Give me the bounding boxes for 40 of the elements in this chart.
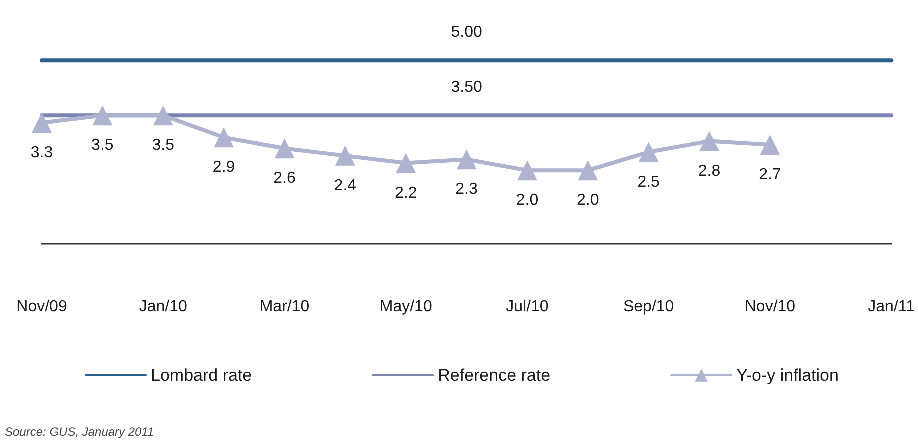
data-label: 5.00 — [451, 24, 482, 42]
point — [700, 131, 720, 152]
data-label: 2.3 — [456, 181, 478, 198]
data-label: 2.5 — [638, 174, 660, 191]
point — [517, 160, 538, 181]
data-label: 3.5 — [92, 137, 114, 154]
x-tick-label: Mar/10 — [260, 298, 310, 316]
point — [578, 160, 598, 181]
point — [760, 134, 780, 155]
data-label: 2.6 — [274, 170, 296, 188]
point — [153, 106, 174, 126]
legend-label: Lombard rate — [151, 366, 252, 385]
legend-label: Reference rate — [438, 366, 551, 385]
x-tick-label: Jan/11 — [868, 298, 916, 316]
point — [92, 106, 113, 126]
x-tick-label: Sep/10 — [623, 298, 674, 316]
data-label: 3.50 — [451, 79, 482, 96]
data-label: 3.3 — [30, 144, 54, 162]
point — [638, 142, 659, 162]
x-tick-label: Jul/10 — [506, 298, 549, 316]
data-label: 2.9 — [212, 159, 236, 176]
data-label: 2.0 — [577, 192, 600, 210]
x-tick-label: Jan/10 — [139, 298, 188, 316]
point — [274, 138, 295, 159]
data-label: 2.4 — [334, 177, 357, 194]
x-tick-label: Nov/09 — [16, 298, 68, 316]
point — [32, 112, 52, 133]
data-label: 2.0 — [516, 192, 539, 210]
point — [214, 128, 234, 148]
legend-label: Y-o-y inflation — [736, 366, 839, 385]
data-label: 2.7 — [759, 166, 782, 184]
source-note: Source: GUS, January 2011 — [5, 425, 154, 439]
data-label: 2.8 — [698, 162, 721, 180]
data-label: 2.2 — [394, 184, 418, 202]
point — [335, 146, 356, 166]
x-tick-label: Nov/10 — [744, 298, 796, 316]
x-tick-label: May/10 — [380, 298, 432, 316]
point — [456, 150, 477, 170]
data-label: 3.5 — [152, 137, 175, 154]
point — [396, 153, 416, 174]
